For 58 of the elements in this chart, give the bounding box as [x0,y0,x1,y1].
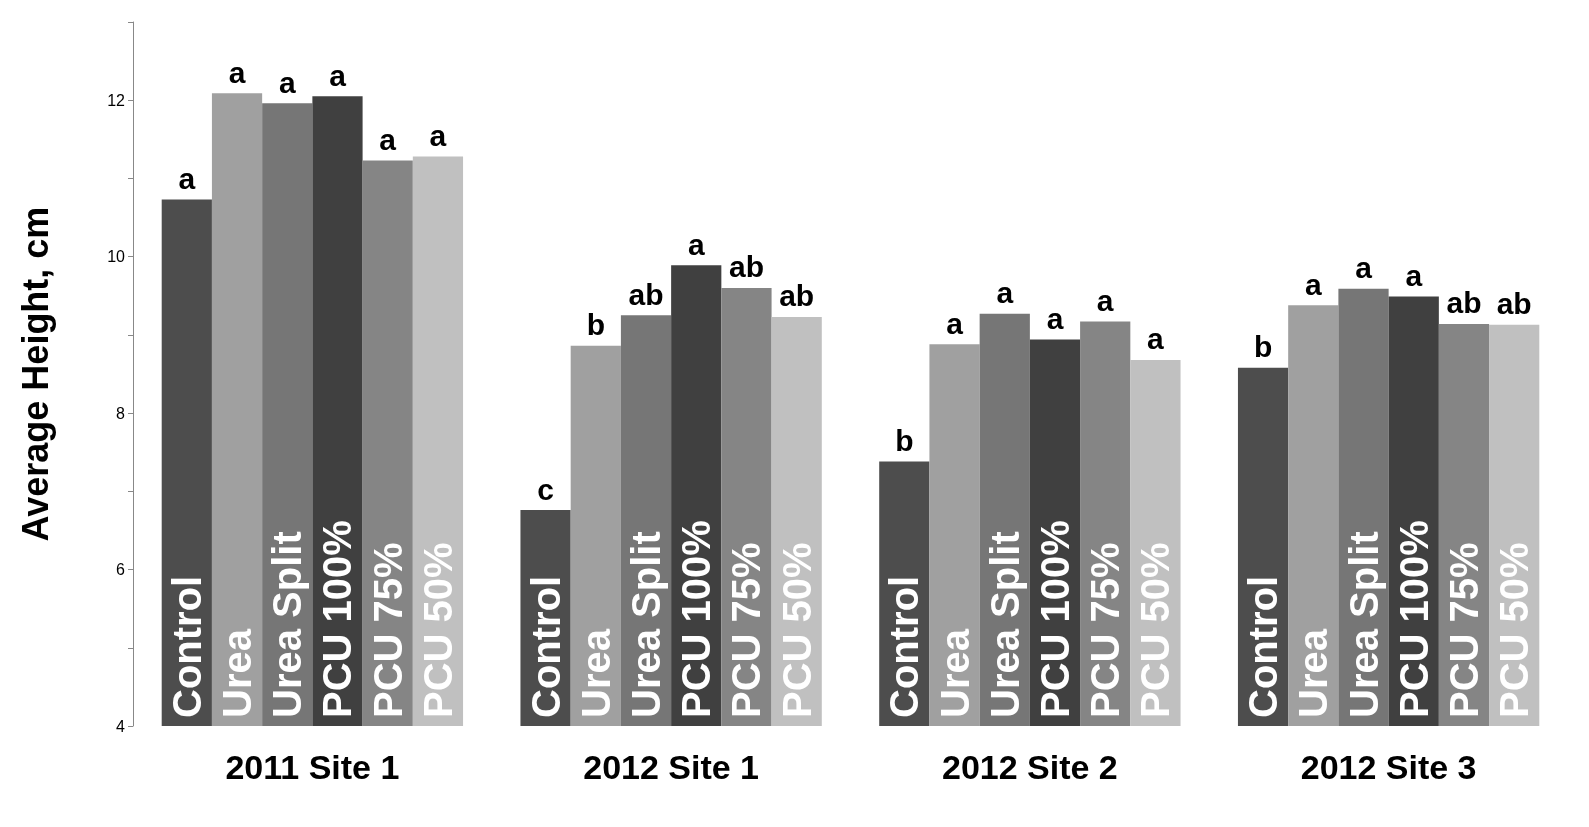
x-tick-label: 2012 Site 2 [941,748,1118,786]
data-label: ab [1446,286,1482,320]
text: PCU 50% [1133,542,1178,718]
data-label: a [687,227,705,261]
text: Urea [932,629,977,718]
data-label: b [895,424,914,458]
x-tick-label: 2012 Site 3 [1300,748,1477,786]
text: PCU 50% [1492,542,1537,718]
text: PCU 75% [365,542,410,718]
text: Control [882,575,927,718]
text: Urea [215,629,260,718]
y-tick-label: 4 [116,717,126,735]
data-label: a [1304,267,1322,301]
data-label: ab [1496,287,1532,321]
data-label: b [1253,330,1273,364]
data-label: a [379,122,397,156]
y-tick-label: 6 [116,561,126,579]
text: Urea Split [624,531,669,718]
x-tick-label: 2012 Site 1 [583,748,760,786]
data-label: a [946,306,964,340]
text: PCU 100% [674,520,719,718]
text: PCU 75% [1441,542,1486,718]
series-label: PCU 75% [1083,542,1128,718]
data-label: a [1096,284,1114,318]
data-label: b [586,308,605,342]
text: PCU 100% [1391,520,1436,718]
text: PCU 75% [724,542,769,718]
data-label: a [1405,259,1423,293]
text: Urea Split [982,531,1027,718]
data-label: a [278,65,296,99]
series-label: PCU 100% [1032,520,1077,718]
y-tick-label: 12 [107,91,126,109]
data-label: a [1355,251,1373,285]
data-label: ab [728,250,764,284]
series-label: Urea [1291,628,1336,718]
x-tick-label: 2011 Site 1 [225,748,400,786]
series-label: Control [523,575,568,718]
data-label: ab [779,279,815,313]
series-label: Urea Split [1341,531,1386,718]
series-label: PCU 50% [774,542,819,718]
data-label: ab [628,277,664,311]
text: PCU 100% [315,520,360,718]
text: Control [1241,575,1286,718]
data-label: a [1147,322,1165,356]
data-label: a [228,55,246,89]
y-tick-label: 10 [107,248,126,266]
text: Urea Split [265,531,310,718]
data-label: c [537,472,554,506]
text: Urea [573,629,618,718]
data-label: a [329,58,347,92]
data-label: a [178,162,196,196]
text: Control [164,575,209,718]
data-label: a [1046,302,1064,336]
text: PCU 50% [415,542,460,718]
y-tick-label: 8 [116,404,126,422]
y-axis-title: Average Height, cm [14,206,56,542]
data-label: a [996,276,1014,310]
data-label: a [429,119,447,153]
